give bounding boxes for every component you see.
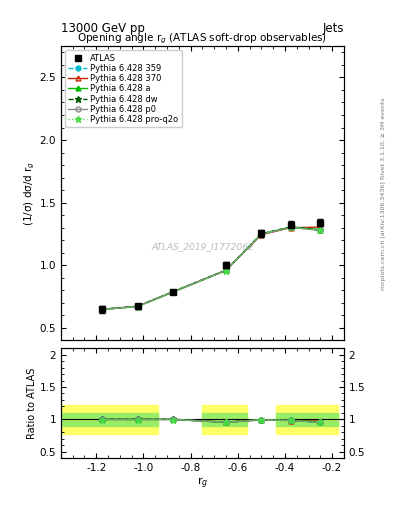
Text: Rivet 3.1.10, ≥ 3M events: Rivet 3.1.10, ≥ 3M events bbox=[381, 97, 386, 179]
Bar bbox=[61, 413, 158, 426]
Text: ATLAS_2019_I1772062: ATLAS_2019_I1772062 bbox=[151, 242, 254, 251]
Bar bbox=[61, 405, 158, 434]
X-axis label: r$_g$: r$_g$ bbox=[197, 476, 208, 492]
Legend: ATLAS, Pythia 6.428 359, Pythia 6.428 370, Pythia 6.428 a, Pythia 6.428 dw, Pyth: ATLAS, Pythia 6.428 359, Pythia 6.428 37… bbox=[65, 50, 182, 127]
Bar bbox=[202, 413, 247, 426]
Bar bbox=[276, 405, 338, 434]
Bar bbox=[202, 405, 247, 434]
Y-axis label: Ratio to ATLAS: Ratio to ATLAS bbox=[27, 368, 37, 439]
Title: Opening angle r$_g$ (ATLAS soft-drop observables): Opening angle r$_g$ (ATLAS soft-drop obs… bbox=[77, 32, 327, 46]
Text: mcplots.cern.ch [arXiv:1306.3436]: mcplots.cern.ch [arXiv:1306.3436] bbox=[381, 181, 386, 290]
Text: Jets: Jets bbox=[322, 22, 344, 35]
Bar bbox=[276, 413, 338, 426]
Text: 13000 GeV pp: 13000 GeV pp bbox=[61, 22, 145, 35]
Y-axis label: (1/σ) dσ/d r$_g$: (1/σ) dσ/d r$_g$ bbox=[22, 161, 37, 226]
